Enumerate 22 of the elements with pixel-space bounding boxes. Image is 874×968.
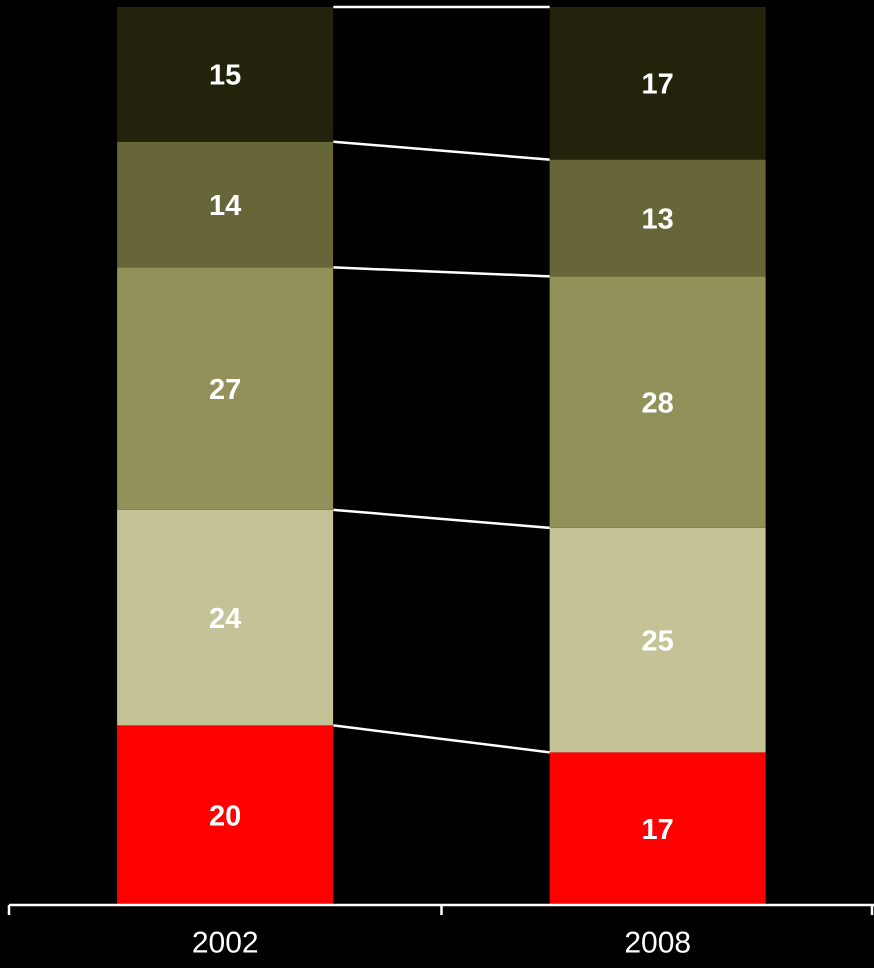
data-label: 17 bbox=[641, 814, 674, 846]
data-label: 15 bbox=[208, 60, 242, 92]
data-label: 20 bbox=[208, 800, 242, 832]
bar bbox=[117, 7, 334, 142]
bar bbox=[117, 510, 334, 726]
bar bbox=[117, 267, 334, 510]
data-label: 17 bbox=[641, 68, 674, 101]
bar bbox=[117, 142, 334, 268]
data-label: 28 bbox=[641, 387, 674, 420]
x-tick-label: 2002 bbox=[192, 926, 259, 960]
data-label: 13 bbox=[641, 203, 674, 236]
data-label: 24 bbox=[208, 602, 242, 635]
bar bbox=[117, 725, 334, 905]
bar bbox=[550, 752, 766, 905]
data-label: 25 bbox=[641, 625, 674, 658]
data-label: 14 bbox=[208, 190, 242, 222]
bar bbox=[550, 160, 766, 276]
bar bbox=[550, 528, 766, 752]
bar bbox=[550, 7, 766, 160]
x-tick-label: 2008 bbox=[624, 926, 692, 960]
data-label: 27 bbox=[208, 374, 242, 406]
bar bbox=[550, 276, 766, 528]
